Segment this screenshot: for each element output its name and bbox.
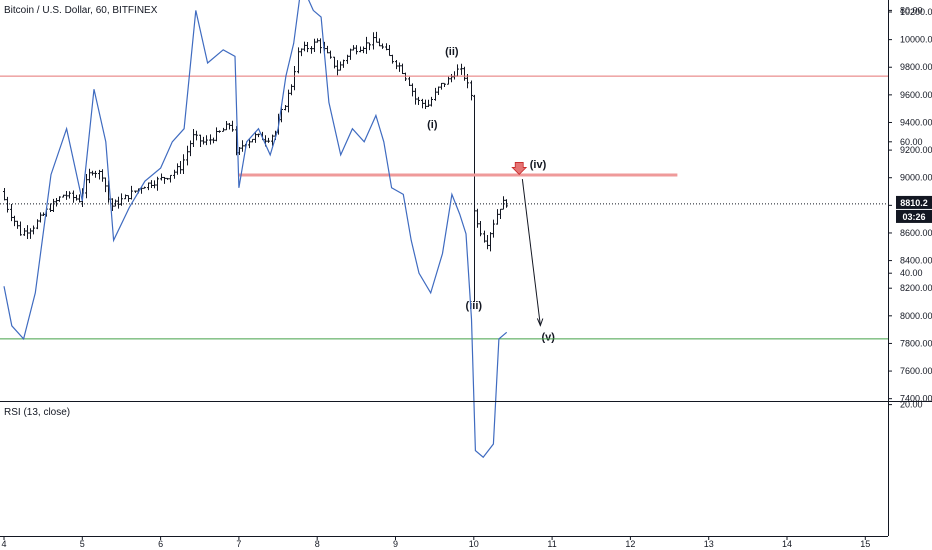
price-candles (3, 31, 508, 303)
time-tick-label: 11 (547, 539, 556, 549)
price-tick-label: 7400.00 (900, 394, 932, 404)
countdown-box (896, 209, 932, 223)
rsi-tick-label: 60.00 (900, 137, 923, 147)
price-tick-label: 10000.00 (900, 35, 932, 45)
time-tick-label: 12 (625, 539, 635, 549)
chart-title: Bitcoin / U.S. Dollar, 60, BITFINEX (4, 5, 158, 16)
time-tick-label: 5 (80, 539, 85, 549)
time-tick-label: 6 (158, 539, 163, 549)
time-tick-label: 15 (860, 539, 870, 549)
rsi-tick-label: 80.00 (900, 5, 923, 15)
price-tick-label: 9000.00 (900, 173, 932, 183)
wave-label: (iv) (530, 159, 547, 171)
arrow-down-icon (511, 162, 528, 175)
rsi-line (3, 0, 508, 459)
price-tick-label: 8000.00 (900, 311, 932, 321)
countdown-value: 03:26 (902, 212, 925, 222)
price-box (896, 195, 932, 209)
time-tick-label: 14 (782, 539, 792, 549)
rsi-plot (0, 0, 888, 459)
time-tick-label: 13 (704, 539, 714, 549)
projection-arrow-shaft (521, 179, 541, 326)
rsi-tick-label: 40.00 (900, 268, 923, 278)
price-tick-label: 9200.00 (900, 145, 932, 155)
chart-annotations: (i) (ii) (iii) (iv) (v) (0, 46, 888, 344)
price-tick-label: 9600.00 (900, 90, 932, 100)
price-tick-label: 10200.00 (900, 7, 932, 17)
rsi-tick-label: 20.00 (900, 400, 923, 410)
price-tick-label: 8600.00 (900, 228, 932, 238)
price-box-value: 8810.2 (900, 198, 928, 208)
wave-label: (v) (541, 332, 555, 344)
time-tick-label: 4 (1, 539, 6, 549)
price-tick-label: 7600.00 (900, 366, 932, 376)
time-tick-label: 8 (315, 539, 320, 549)
price-tick-label: 7800.00 (900, 338, 932, 348)
time-tick-label: 7 (236, 539, 241, 549)
wave-label: (i) (427, 119, 438, 131)
price-tick-label: 9400.00 (900, 117, 932, 127)
wave-label: (iii) (466, 300, 483, 312)
time-tick-label: 10 (469, 539, 479, 549)
rsi-label: RSI (13, close) (4, 407, 71, 418)
price-tick-label: 9800.00 (900, 62, 932, 72)
time-tick-label: 9 (393, 539, 398, 549)
price-tick-label: 8200.00 (900, 283, 932, 293)
projection-arrowhead-icon (536, 318, 544, 327)
wave-label: (ii) (445, 46, 459, 58)
price-tick-label: 8400.00 (900, 256, 932, 266)
